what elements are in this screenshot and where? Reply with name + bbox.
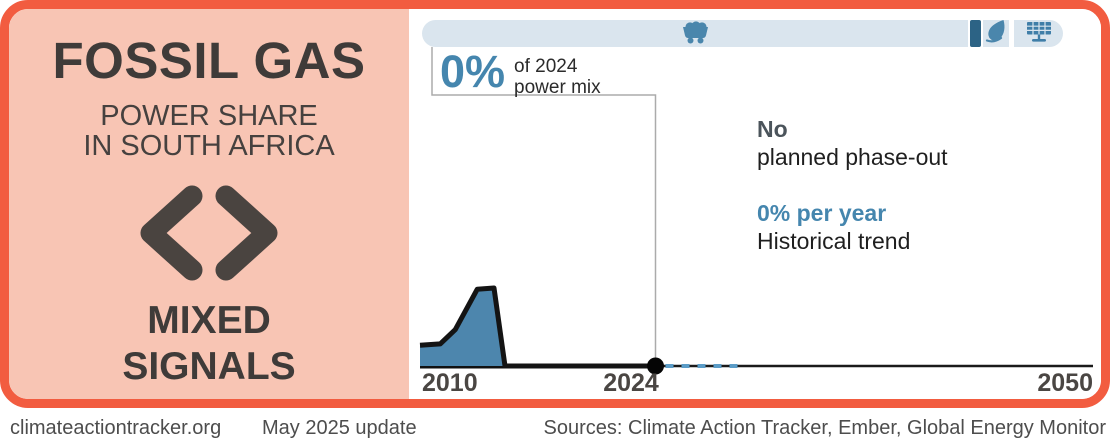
update-date: May 2025 update (262, 417, 417, 439)
gas-share-area (420, 288, 656, 366)
fossil-gas-segment (970, 20, 981, 47)
tick-2050: 2050 (1037, 369, 1093, 397)
callout-label-line1: of 2024 (514, 56, 578, 77)
oil-segment (983, 20, 1009, 47)
coal-cart-icon (680, 19, 711, 49)
marker-2024-dot (647, 357, 664, 375)
solar-panel-icon (1025, 20, 1053, 48)
chart-panel: 0% of 2024 power mix No planned phase-ou… (409, 9, 1101, 399)
oil-drop-icon (985, 19, 1007, 48)
rating-line1: MIXED (147, 299, 271, 342)
phase-out-rest: planned phase-out (757, 144, 948, 171)
site-link[interactable]: climateactiontracker.org (10, 417, 222, 439)
phase-out-note: No planned phase-out (757, 115, 948, 171)
subtitle-line1: POWER SHARE (100, 100, 318, 132)
subtitle: POWER SHARE IN SOUTH AFRICA (9, 101, 409, 161)
card: FOSSIL GAS POWER SHARE IN SOUTH AFRICA M… (0, 0, 1110, 408)
page-title: FOSSIL GAS (52, 32, 366, 89)
timeline-chart (419, 47, 1093, 375)
power-mix-callout: 0% of 2024 power mix (440, 46, 601, 99)
rating-label: MIXED SIGNALS (9, 298, 409, 390)
left-panel: FOSSIL GAS POWER SHARE IN SOUTH AFRICA M… (9, 9, 409, 399)
subtitle-line2: IN SOUTH AFRICA (83, 130, 335, 163)
mixed-signals-chevrons-icon (9, 185, 409, 286)
callout-value: 0% (440, 46, 506, 97)
trend-note: 0% per year Historical trend (757, 199, 910, 255)
trend-rest: Historical trend (757, 228, 911, 255)
renewables-segment (1014, 20, 1063, 47)
tick-2024: 2024 (603, 369, 659, 397)
callout-label: of 2024 power mix (514, 51, 601, 99)
power-mix-bar (422, 20, 1063, 47)
tick-2010: 2010 (422, 369, 478, 397)
rating-line2: SIGNALS (122, 345, 296, 389)
callout-label-line2: power mix (514, 77, 601, 99)
callout-leader-line (431, 47, 657, 366)
trend-emphasis: 0% per year (757, 200, 887, 226)
coal-segment (422, 20, 968, 47)
gas-share-outline (419, 285, 656, 369)
sources-text: Sources: Climate Action Tracker, Ember, … (543, 417, 1106, 439)
phase-out-emphasis: No (757, 116, 788, 142)
